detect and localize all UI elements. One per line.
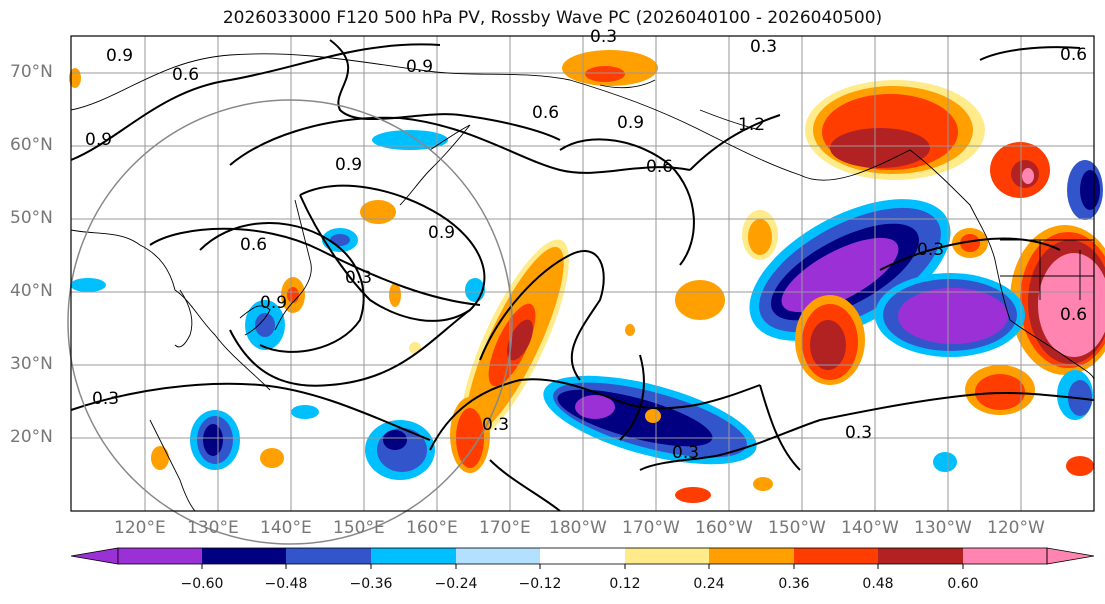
contour-label: 0.3	[590, 27, 617, 47]
contour-label: 0.9	[428, 223, 455, 243]
contour-label: 0.6	[646, 157, 673, 177]
latitude-label: 50°N	[10, 208, 53, 228]
colorbar-tick-label: −0.36	[349, 576, 393, 592]
colorbar-segment	[286, 548, 371, 564]
contour-label: 0.3	[345, 268, 372, 288]
colorbar-tick-label: −0.60	[180, 576, 224, 592]
contour-label: 0.6	[172, 65, 199, 85]
longitude-label: 120°E	[114, 518, 166, 538]
contour-label: 0.3	[917, 240, 944, 260]
colorbar-tick-label: 0.24	[693, 576, 725, 592]
latitude-label: 70°N	[10, 62, 53, 82]
longitude-label: 140°W	[841, 518, 899, 538]
longitude-label: 130°E	[187, 518, 239, 538]
colorbar	[70, 547, 1095, 569]
contour-label: 0.3	[845, 423, 872, 443]
contour-label: 0.3	[672, 443, 699, 463]
colorbar-segment	[625, 548, 709, 564]
colorbar-tick-label: −0.24	[434, 576, 478, 592]
colorbar-segment	[963, 548, 1047, 564]
latitude-label: 60°N	[10, 135, 53, 155]
contour-label: 0.9	[617, 113, 644, 133]
reference-circle	[67, 99, 513, 545]
contour-label-group: 0.9 0.6 0.9 0.3 0.6 0.9 1.2 0.6 0.9 0.9 …	[85, 27, 1087, 463]
contour-label: 0.6	[240, 235, 267, 255]
contour-label: 0.9	[406, 57, 433, 77]
colorbar-tick-label: 0.60	[947, 576, 979, 592]
colorbar-segment	[371, 548, 456, 564]
longitude-label: 160°W	[695, 518, 753, 538]
colorbar-outline	[117, 547, 1048, 565]
map-frame	[70, 35, 1095, 512]
longitude-label: 150°E	[333, 518, 385, 538]
contour-label: 0.9	[335, 155, 362, 175]
longitude-label: 160°E	[406, 518, 458, 538]
colorbar-segment	[118, 548, 202, 564]
pv-contours	[70, 39, 1095, 512]
longitude-label: 140°E	[260, 518, 312, 538]
pv-anomaly-shading	[69, 50, 1105, 503]
coastlines	[70, 53, 1095, 512]
latitude-label: 40°N	[10, 281, 53, 301]
colorbar-segment	[794, 548, 878, 564]
longitude-label: 170°E	[479, 518, 531, 538]
colorbar-segment	[202, 548, 286, 564]
contour-label: 0.6	[532, 103, 559, 123]
longitude-label: 180°W	[549, 518, 607, 538]
colorbar-segment	[540, 548, 625, 564]
map-title: 2026033000 F120 500 hPa PV, Rossby Wave …	[222, 8, 883, 28]
colorbar-segment	[878, 548, 963, 564]
colorbar-tick-label: 0.12	[609, 576, 641, 592]
longitude-label: 170°W	[622, 518, 680, 538]
longitude-label: 130°W	[914, 518, 972, 538]
colorbar-tick-label: 0.36	[778, 576, 810, 592]
contour-label: 0.9	[260, 293, 287, 313]
contour-label: 1.2	[738, 115, 765, 135]
colorbar-tick-label: 0.48	[862, 576, 894, 592]
colorbar-tick-label: −0.48	[264, 576, 308, 592]
contour-label: 0.9	[106, 46, 133, 66]
colorbar-extend-low	[70, 547, 119, 565]
longitude-label: 120°W	[987, 518, 1045, 538]
colorbar-segment	[456, 548, 540, 564]
contour-label: 0.6	[1060, 45, 1087, 65]
contour-label: 0.3	[482, 415, 509, 435]
longitude-label: 150°W	[768, 518, 826, 538]
contour-label: 0.3	[750, 37, 777, 57]
contour-label: 0.9	[85, 130, 112, 150]
colorbar-segment	[709, 548, 794, 564]
latitude-label: 30°N	[10, 354, 53, 374]
contour-label: 0.3	[92, 389, 119, 409]
colorbar-extend-high	[1046, 547, 1095, 565]
latitude-label: 20°N	[10, 427, 53, 447]
contour-label: 0.6	[1060, 305, 1087, 325]
colorbar-tick-label: −0.12	[518, 576, 562, 592]
